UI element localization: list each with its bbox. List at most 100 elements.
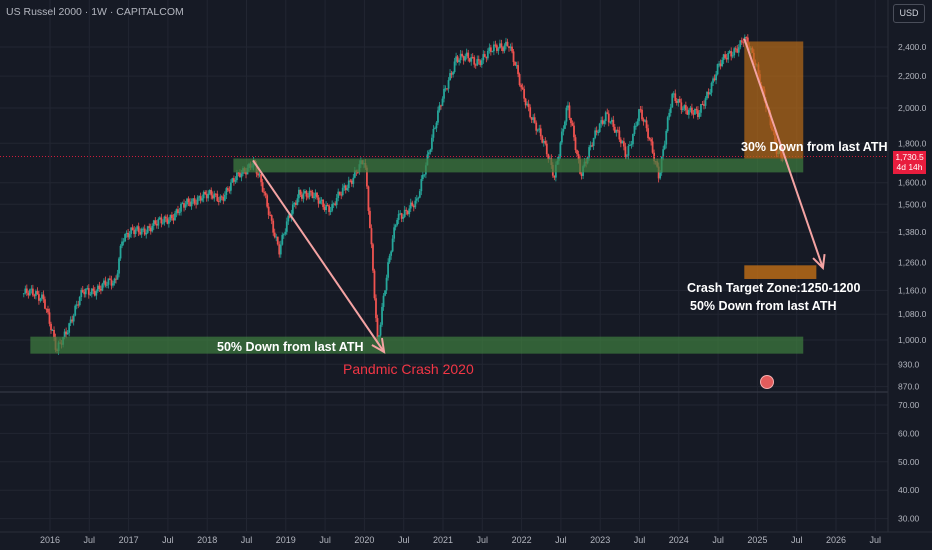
candle-body <box>709 92 711 95</box>
candle-body <box>137 226 140 233</box>
candle-body <box>697 110 699 117</box>
candle-body <box>164 216 167 219</box>
x-tick-label: Jul <box>319 535 331 545</box>
candle-body <box>453 61 456 73</box>
candle-body <box>240 173 243 178</box>
candle-body <box>210 189 213 196</box>
candle-body <box>565 107 568 122</box>
candle-body <box>446 88 448 90</box>
candle-body <box>155 223 158 226</box>
candle-body <box>370 228 373 245</box>
candle-body <box>562 128 565 132</box>
candle-body <box>405 209 408 211</box>
candle-body <box>183 203 185 208</box>
candle-body <box>72 315 75 322</box>
candle-body <box>721 60 724 67</box>
candle-body <box>665 131 668 145</box>
candle-body <box>158 217 161 220</box>
currency-button[interactable]: USD <box>893 4 925 23</box>
candle-body <box>367 186 370 211</box>
candle-body <box>381 306 383 325</box>
candle-body <box>307 196 309 198</box>
candle-body <box>603 120 606 124</box>
candle-body <box>346 188 349 191</box>
candle-body <box>133 229 136 235</box>
candle-body <box>313 196 315 199</box>
candle-body <box>257 173 259 176</box>
candle-body <box>25 288 28 293</box>
candle-body <box>725 57 728 60</box>
candle-body <box>650 139 652 142</box>
candle-body <box>139 232 142 235</box>
arrow-head <box>371 337 386 354</box>
candle-body <box>294 202 297 205</box>
candle-body <box>228 190 231 192</box>
candle-body <box>437 110 439 123</box>
candle-body <box>648 137 651 140</box>
annotation-30-down: 30% Down from last ATH <box>741 140 888 154</box>
candle-body <box>557 156 560 161</box>
candle-body <box>216 193 219 201</box>
candle-body <box>506 41 509 47</box>
candle-body <box>288 215 291 218</box>
x-tick-label: Jul <box>634 535 646 545</box>
candle-body <box>509 46 512 49</box>
last-price-tag: 1,730.5 4d 14h <box>893 151 926 174</box>
candle-body <box>136 226 139 230</box>
candle-body <box>514 62 516 66</box>
annotation-50-down-target: 50% Down from last ATH <box>690 299 837 313</box>
candle-body <box>733 48 736 56</box>
candle-body <box>119 245 122 259</box>
candle-body <box>199 196 202 201</box>
candle-body <box>225 188 228 195</box>
candle-body <box>27 292 30 296</box>
candle-body <box>47 308 49 313</box>
candle-body <box>604 112 607 121</box>
candle-body <box>166 218 169 224</box>
candle-body <box>124 233 126 242</box>
candle-body <box>34 291 37 296</box>
candle-body <box>496 45 498 51</box>
candle-body <box>600 120 603 124</box>
candle-body <box>467 52 470 59</box>
candle-body <box>48 312 51 324</box>
candle-body <box>356 171 359 173</box>
candle-body <box>142 228 145 230</box>
candle-body <box>157 219 160 226</box>
candle-body <box>508 46 510 49</box>
candle-body <box>671 93 674 108</box>
candle-body <box>406 210 409 215</box>
candle-body <box>329 210 332 213</box>
candle-body <box>353 170 356 178</box>
arrow-shaft <box>743 38 824 269</box>
candle-body <box>208 189 211 194</box>
x-tick-label: Jul <box>870 535 882 545</box>
candle-body <box>567 105 569 108</box>
bar-countdown: 4d 14h <box>896 162 923 172</box>
candle-body <box>408 208 411 215</box>
candle-body <box>512 51 515 63</box>
candle-body <box>237 172 240 174</box>
candle-body <box>69 319 72 324</box>
candle-body <box>486 51 489 59</box>
trend-arrows <box>252 38 826 354</box>
candle-body <box>724 54 727 58</box>
candle-body <box>302 193 305 199</box>
candle-body <box>258 174 261 176</box>
y-tick-label: 1,260.0 <box>898 258 927 268</box>
candle-body <box>609 121 612 123</box>
candle-body <box>606 112 609 114</box>
x-tick-label: 2019 <box>276 535 296 545</box>
candle-body <box>128 233 131 238</box>
candle-body <box>742 42 745 44</box>
candle-body <box>195 203 198 205</box>
candle-body <box>326 205 329 207</box>
candle-body <box>482 54 485 61</box>
candle-body <box>174 213 176 221</box>
us-flag-icon[interactable] <box>760 375 774 389</box>
lower-tick-label: 70.00 <box>898 400 920 410</box>
y-tick-label: 2,200.0 <box>898 71 927 81</box>
candle-body <box>403 209 406 217</box>
candle-body <box>320 199 323 201</box>
